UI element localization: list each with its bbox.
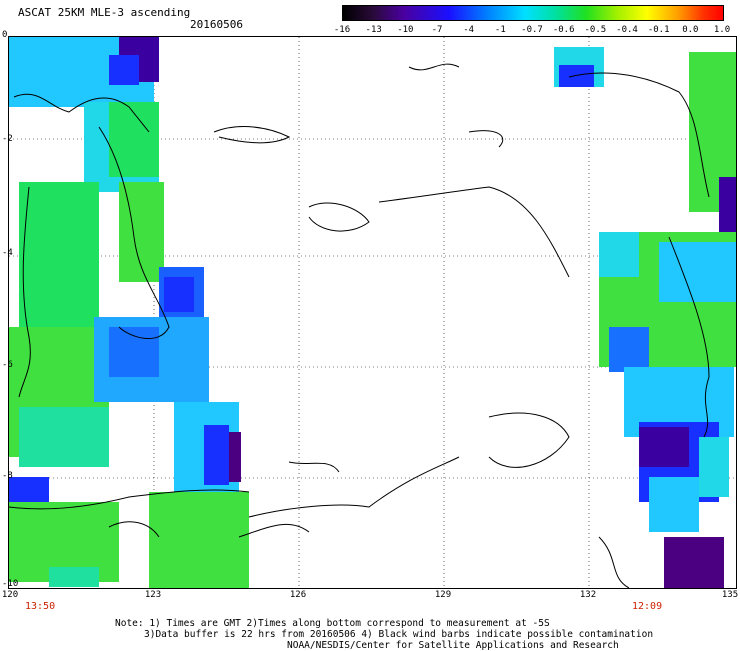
y-tick-label: -8 [2, 471, 13, 481]
color-scale-label: -0.5 [584, 25, 607, 35]
color-scale-label: -16 [333, 25, 351, 35]
map-panel [8, 36, 737, 589]
x-tick-label: 132 [579, 590, 597, 600]
map-svg [9, 37, 736, 588]
color-scale-label: -0.6 [552, 25, 575, 35]
x-tick-label: 126 [289, 590, 307, 600]
color-scale-label: -7 [431, 25, 443, 35]
left-swath [9, 37, 249, 588]
coastlines [9, 63, 710, 588]
color-scale-label: -0.1 [647, 25, 670, 35]
color-scale-label: -1 [494, 25, 506, 35]
color-scale-label: 0.0 [682, 25, 699, 35]
left-swath-time: 13:50 [25, 601, 56, 612]
color-scale-label: -0.7 [521, 25, 543, 35]
right-swath-time: 12:09 [632, 601, 663, 612]
color-scale-label: -0.4 [616, 25, 638, 35]
color-scale-label: -4 [463, 25, 475, 35]
y-tick-label: -6 [2, 360, 13, 370]
y-tick-label: -2 [2, 134, 13, 144]
x-tick-label: 135 [721, 590, 739, 600]
note-line-1: Note: 1) Times are GMT 2)Times along bot… [115, 618, 550, 629]
note-line-3: NOAA/NESDIS/Center for Satellite Applica… [287, 640, 619, 651]
map-date: 20160506 [190, 18, 243, 31]
y-tick-label: -10 [2, 579, 19, 589]
color-scale-label: -13 [365, 25, 382, 35]
y-tick-label: 0 [2, 30, 8, 40]
x-tick-label: 123 [144, 590, 162, 600]
map-title: ASCAT 25KM MLE-3 ascending [18, 6, 191, 19]
color-scale-label: 1.0 [713, 25, 731, 35]
color-scale-label: -10 [397, 25, 414, 35]
x-tick-label: 129 [434, 590, 452, 600]
y-tick-label: -4 [2, 248, 13, 258]
x-tick-label: 120 [1, 590, 19, 600]
note-line-2: 3)Data buffer is 22 hrs from 20160506 4)… [144, 629, 654, 640]
color-scale-bar [342, 5, 724, 21]
right-swath [554, 47, 736, 588]
